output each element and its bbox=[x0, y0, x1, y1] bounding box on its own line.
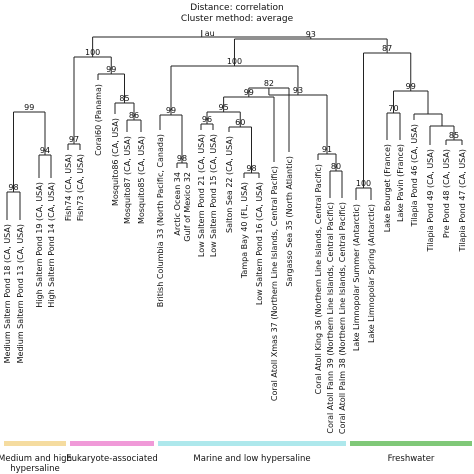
group-label: Eukaryote-associated bbox=[66, 454, 158, 464]
leaf-label: Lake Limnopolar Spring (Antarctic) bbox=[367, 204, 376, 343]
group-label: Medium and high bbox=[0, 454, 72, 464]
bootstrap-value: 82 bbox=[264, 79, 274, 88]
leaf-label: Coral Atoll Xmas 37 (Northern Line Islan… bbox=[270, 166, 279, 401]
leaf-label: Tilapia Pond 49 (CA, USA) bbox=[426, 149, 435, 253]
dendrogram-tree: 9894999786859910098999698609599828091931… bbox=[6, 29, 463, 220]
leaf-label: Mosquito86 (CA, USA) bbox=[111, 118, 120, 206]
group-label: hypersaline bbox=[10, 464, 60, 474]
leaf-label: Mosquito85 (CA, USA) bbox=[137, 136, 146, 224]
leaf-label: Low Saltern Pond 16 (CA, USA) bbox=[255, 182, 264, 305]
leaf-label: Tilapia Pond 46 (CA, USA) bbox=[410, 124, 419, 228]
leaf-label: Arctic Ocean 34 bbox=[173, 172, 182, 236]
leaf-label: Pre Pond 48 (CA, USA) bbox=[442, 149, 451, 238]
leaf-label: Medium Saltern Pond 13 (CA, USA) bbox=[16, 224, 25, 363]
leaf-label: Lake Bourget (France) bbox=[383, 144, 392, 232]
root-label: au bbox=[205, 29, 215, 38]
leaf-label: Tilapia Pond 47 (CA, USA) bbox=[458, 149, 467, 253]
leaf-label: Coral Atoll King 36 (Northern Line Islan… bbox=[314, 164, 323, 394]
leaf-label: High Saltern Pond 14 (CA, USA) bbox=[47, 182, 56, 308]
leaf-label: Gulf of Mexico 32 bbox=[183, 172, 192, 242]
leaf-label: Low Saltern Pond 15 (CA, USA) bbox=[209, 134, 218, 257]
group-label: Marine and low hypersaline bbox=[193, 454, 310, 464]
leaf-label: Low Saltern Pond 21 (CA, USA) bbox=[197, 134, 206, 257]
leaf-label: Mosquito87 (CA, USA) bbox=[123, 136, 132, 224]
leaf-label: Sargasso Sea 35 (North Atlantic) bbox=[285, 156, 294, 287]
leaf-label: Tampa Bay 40 (FL, USA) bbox=[240, 182, 249, 279]
leaf-label: Fish73 (CA, USA) bbox=[76, 154, 85, 221]
leaf-label: Coral Atoll Palm 38 (Northern Line Islan… bbox=[338, 202, 347, 434]
leaf-label: British Columbia 33 (North Pacific, Cana… bbox=[156, 134, 165, 307]
leaf-label: Salton Sea 22 (CA, USA) bbox=[225, 136, 234, 233]
group-label: Freshwater bbox=[388, 454, 435, 464]
leaf-label: Medium Saltern Pond 18 (CA, USA) bbox=[3, 224, 12, 363]
leaf-label: High Saltern Pond 19 (CA, USA) bbox=[35, 182, 44, 308]
leaf-label: Lake Limnopolar Summer (Antarctic) bbox=[352, 204, 361, 351]
leaf-label: Coral60 (Panama) bbox=[94, 84, 103, 156]
leaf-label: Coral Atoll Fann 39 (Northern Line Islan… bbox=[326, 202, 335, 434]
group-color-bar bbox=[350, 441, 472, 446]
leaf-label: Fish74 (CA, USA) bbox=[64, 154, 73, 221]
cluster-method-label: Cluster method: average bbox=[181, 14, 294, 24]
group-color-bar bbox=[158, 441, 346, 446]
distance-label: Distance: correlation bbox=[190, 3, 284, 13]
bootstrap-value: 93 bbox=[306, 30, 316, 39]
leaf-labels: Medium Saltern Pond 18 (CA, USA) Medium S… bbox=[3, 84, 467, 434]
group-color-bar bbox=[70, 441, 154, 446]
leaf-label: Lake Pavin (France) bbox=[396, 144, 405, 222]
group-color-bar bbox=[4, 441, 66, 446]
bootstrap-value: 99 bbox=[24, 103, 34, 112]
